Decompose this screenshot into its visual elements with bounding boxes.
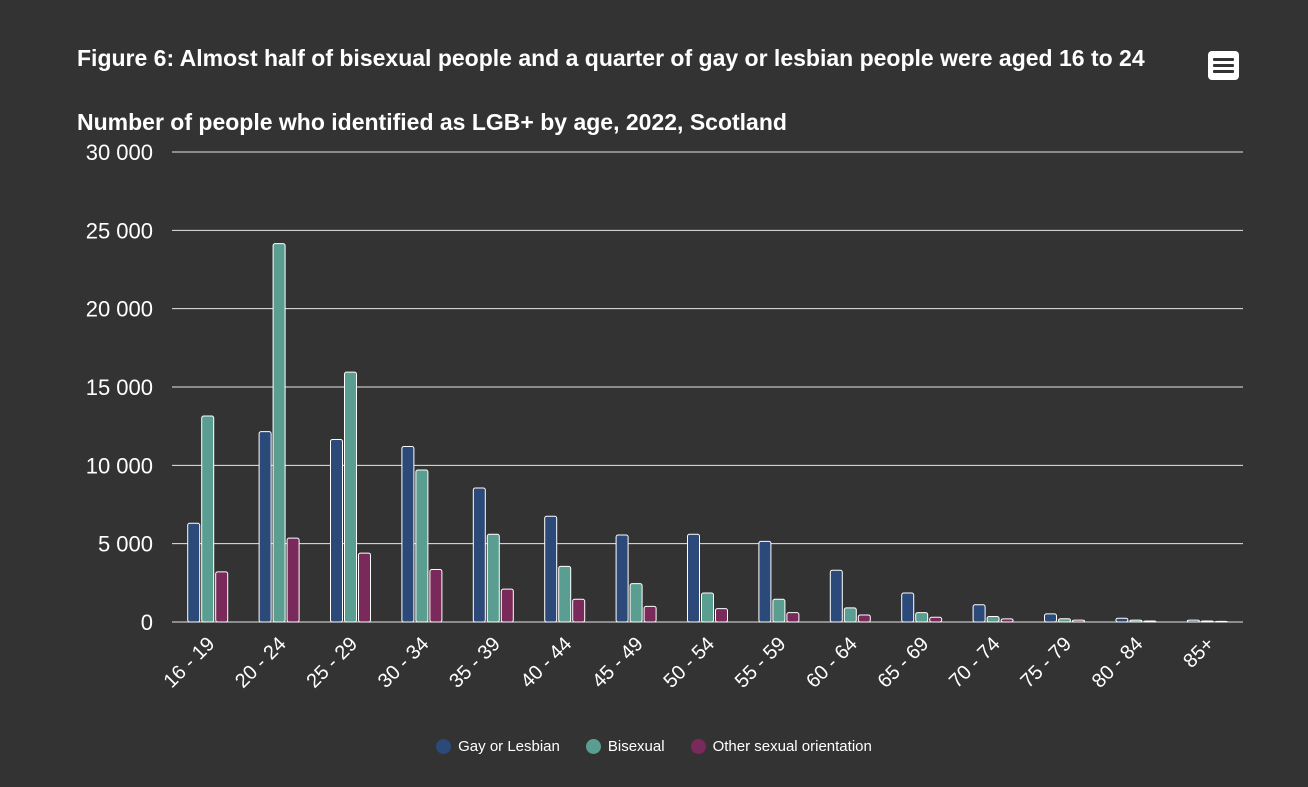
bar-gay-or-lesbian-10[interactable] (901, 592, 915, 623)
y-tick-label: 25 000 (86, 218, 153, 243)
y-tick-label: 0 (141, 610, 153, 635)
bar-gay-or-lesbian-11[interactable] (972, 604, 986, 623)
hamburger-menu-icon (1213, 58, 1234, 61)
legend-marker-icon (436, 739, 452, 754)
y-tick-label: 10 000 (86, 453, 153, 478)
legend-marker-icon (585, 739, 601, 754)
bar-bisexual-2[interactable] (344, 371, 357, 623)
chart-title: Figure 6: Almost half of bisexual people… (77, 45, 1145, 71)
bars (187, 243, 1228, 623)
x-tick-label: 85+ (1179, 633, 1219, 673)
bar-bisexual-3[interactable] (415, 469, 429, 623)
chart-subtitle: Number of people who identified as LGB+ … (77, 109, 787, 135)
bar-gay-or-lesbian-3[interactable] (401, 446, 415, 623)
bar-gay-or-lesbian-1[interactable] (258, 431, 272, 623)
bar-bisexual-13[interactable] (1129, 619, 1143, 623)
bar-other-sexual-orientation-7[interactable] (715, 608, 728, 623)
bar-bisexual-14[interactable] (1200, 620, 1214, 623)
y-tick-label: 30 000 (86, 140, 153, 165)
bar-gay-or-lesbian-12[interactable] (1044, 613, 1057, 623)
bar-other-sexual-orientation-9[interactable] (857, 614, 871, 623)
x-tick-label: 50 - 54 (659, 633, 719, 693)
x-tick-label: 80 - 84 (1088, 633, 1148, 693)
x-tick-label: 65 - 69 (874, 633, 934, 693)
bar-other-sexual-orientation-3[interactable] (429, 569, 443, 623)
bar-other-sexual-orientation-10[interactable] (929, 616, 943, 623)
chart-legend: Gay or Lesbian Bisexual Other sexual orien… (0, 738, 1308, 755)
bar-bisexual-1[interactable] (272, 243, 286, 623)
x-tick-label: 75 - 79 (1016, 633, 1076, 693)
legend-marker-icon (690, 739, 706, 754)
bar-other-sexual-orientation-13[interactable] (1143, 620, 1157, 623)
bar-other-sexual-orientation-1[interactable] (286, 537, 300, 623)
bar-gay-or-lesbian-6[interactable] (615, 534, 629, 623)
x-tick-label: 35 - 39 (445, 633, 505, 693)
x-axis-labels: 16 - 19 20 - 24 25 - 29 30 - 34 35 - 39 40 - … (160, 633, 1219, 693)
legend-label: Bisexual (607, 738, 665, 755)
bar-other-sexual-orientation-0[interactable] (215, 571, 229, 623)
x-tick-label: 25 - 29 (302, 633, 362, 693)
bar-gay-or-lesbian-9[interactable] (829, 569, 843, 623)
y-tick-label: 5 000 (98, 532, 153, 557)
x-tick-label: 55 - 59 (731, 633, 791, 693)
legend-label: Gay or Lesbian (458, 738, 560, 755)
legend-label: Other sexual orientation (712, 738, 872, 755)
legend-item-gay-or-lesbian[interactable]: Gay or Lesbian (436, 738, 560, 755)
x-tick-label: 30 - 34 (374, 633, 434, 693)
y-tick-label: 15 000 (86, 375, 153, 400)
bar-other-sexual-orientation-8[interactable] (786, 612, 800, 623)
bar-gay-or-lesbian-4[interactable] (472, 487, 486, 623)
bar-gay-or-lesbian-2[interactable] (330, 438, 343, 623)
bar-other-sexual-orientation-2[interactable] (358, 552, 371, 623)
bar-other-sexual-orientation-12[interactable] (1072, 619, 1085, 623)
x-tick-label: 40 - 44 (517, 633, 577, 693)
bar-gay-or-lesbian-5[interactable] (544, 515, 558, 623)
bar-bisexual-4[interactable] (486, 533, 500, 623)
bar-other-sexual-orientation-6[interactable] (643, 605, 657, 623)
bar-other-sexual-orientation-11[interactable] (1000, 618, 1014, 623)
legend-item-bisexual[interactable]: Bisexual (585, 738, 665, 755)
chart-menu-button[interactable] (1208, 51, 1239, 80)
bar-other-sexual-orientation-5[interactable] (572, 598, 586, 623)
legend-item-other-sexual-orientation[interactable]: Other sexual orientation (690, 738, 872, 755)
bar-other-sexual-orientation-14[interactable] (1214, 620, 1228, 623)
bar-bisexual-7[interactable] (701, 592, 714, 623)
bar-gay-or-lesbian-7[interactable] (687, 533, 700, 623)
x-tick-label: 45 - 49 (588, 633, 648, 693)
x-tick-label: 16 - 19 (160, 633, 220, 693)
bar-gay-or-lesbian-13[interactable] (1115, 617, 1129, 623)
bar-gay-or-lesbian-14[interactable] (1186, 619, 1200, 623)
x-tick-label: 70 - 74 (945, 633, 1005, 693)
x-tick-label: 60 - 64 (802, 633, 862, 693)
bar-bisexual-6[interactable] (629, 583, 643, 623)
y-tick-label: 20 000 (86, 297, 153, 322)
bar-gay-or-lesbian-8[interactable] (758, 540, 772, 623)
bar-bisexual-5[interactable] (558, 565, 572, 623)
bar-bisexual-8[interactable] (772, 598, 786, 623)
x-tick-label: 20 - 24 (231, 633, 291, 693)
bar-bisexual-12[interactable] (1058, 618, 1071, 623)
bar-bisexual-11[interactable] (986, 616, 1000, 623)
bar-bisexual-9[interactable] (843, 607, 857, 623)
bar-bisexual-10[interactable] (915, 612, 929, 623)
bar-gay-or-lesbian-0[interactable] (187, 522, 201, 623)
bar-other-sexual-orientation-4[interactable] (500, 588, 514, 623)
y-axis-labels: 0 5 000 10 000 15 000 20 000 25 000 30 000 (86, 140, 153, 635)
bar-bisexual-0[interactable] (201, 415, 215, 623)
